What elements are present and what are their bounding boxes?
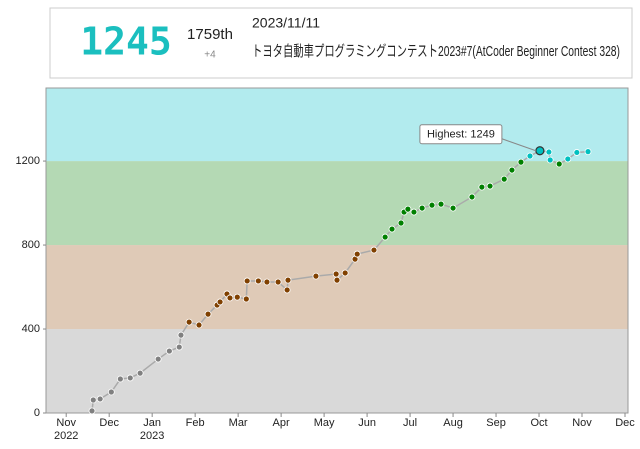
y-tick-label: 400 [22, 323, 40, 335]
x-tick-label: Feb [186, 417, 205, 429]
rank: 1759th [187, 26, 233, 43]
x-tick-label: Oct [530, 417, 547, 429]
y-tick-label: 800 [22, 239, 40, 251]
rating-band [46, 245, 628, 330]
rating-point [381, 233, 389, 241]
x-tick-label: Dec [99, 417, 119, 429]
rating-point [312, 272, 320, 280]
rating-point [535, 146, 545, 156]
rating-point [449, 204, 457, 212]
x-year-label: 2022 [54, 430, 78, 442]
rating-point [243, 277, 251, 285]
x-year-label: 2023 [140, 430, 164, 442]
rating-point [116, 375, 124, 383]
x-tick-label: Jun [358, 417, 376, 429]
rating-point [545, 148, 553, 156]
x-tick-label: Aug [443, 417, 463, 429]
rating-point [195, 321, 203, 329]
rating-point [418, 204, 426, 212]
annotation-pointer [501, 138, 537, 152]
rating-point [96, 395, 104, 403]
rating-point [388, 225, 396, 233]
rating-point [89, 396, 97, 404]
rating-point [478, 183, 486, 191]
rating-point [410, 208, 418, 216]
x-tick-label: Jan [143, 417, 161, 429]
rating-point [517, 158, 525, 166]
y-tick-label: 0 [34, 407, 40, 419]
rating-point [486, 182, 494, 190]
rating-point [216, 298, 224, 306]
rating-point [204, 310, 212, 318]
x-tick-label: May [314, 417, 335, 429]
y-tick-label: 1200 [16, 155, 40, 167]
rating-point [404, 205, 412, 213]
rating-point [154, 355, 162, 363]
rating-point [126, 374, 134, 382]
plot-border [45, 87, 629, 414]
rating-point [341, 269, 349, 277]
rating-point [573, 149, 581, 156]
rating-point [177, 331, 185, 339]
header-box [49, 7, 633, 79]
x-tick-label: Dec [615, 417, 635, 429]
x-tick-label: Jul [403, 417, 417, 429]
rating-point [233, 293, 241, 301]
rating-point [428, 201, 436, 209]
rating-point [526, 152, 534, 160]
rating-point [546, 156, 554, 164]
rating-diff: +4 [204, 50, 216, 61]
rating-point [332, 270, 340, 278]
rating-point [584, 148, 592, 156]
rating-point [185, 318, 193, 326]
contest-name: トヨタ自動車プログラミングコンテスト2023#7(AtCoder Beginne… [252, 43, 620, 60]
rating-point [353, 250, 361, 258]
rating-point [88, 407, 96, 415]
rating-point [136, 369, 144, 377]
rating-point [508, 166, 516, 174]
rating-point [283, 286, 291, 294]
rating-point [564, 155, 572, 163]
rating-point [500, 175, 508, 183]
x-tick-label: Apr [273, 417, 290, 429]
rating-point [254, 277, 262, 285]
x-tick-label: Sep [486, 417, 506, 429]
x-tick-label: Nov [56, 417, 76, 429]
rating-point [242, 295, 250, 303]
rating-point [226, 294, 234, 302]
rating-point [333, 276, 341, 284]
rating-point [274, 278, 282, 286]
rating-point [263, 278, 271, 286]
rating-point [284, 276, 292, 284]
rating-point [107, 388, 115, 396]
annotation-box [419, 124, 503, 145]
annotation: Highest: 1249 [427, 129, 495, 141]
rating-point [397, 219, 405, 227]
rating: 1245 [80, 20, 172, 64]
rating-point [437, 200, 445, 208]
x-tick-label: Nov [572, 417, 592, 429]
rating-band [46, 161, 628, 246]
rating-point [468, 193, 476, 201]
x-tick-label: Mar [229, 417, 248, 429]
rating-point [165, 347, 173, 355]
rating-point [370, 246, 378, 254]
rating-band [46, 329, 628, 413]
rating-point [555, 160, 563, 168]
contest-date: 2023/11/11 [252, 15, 320, 31]
rating-point [175, 343, 183, 351]
